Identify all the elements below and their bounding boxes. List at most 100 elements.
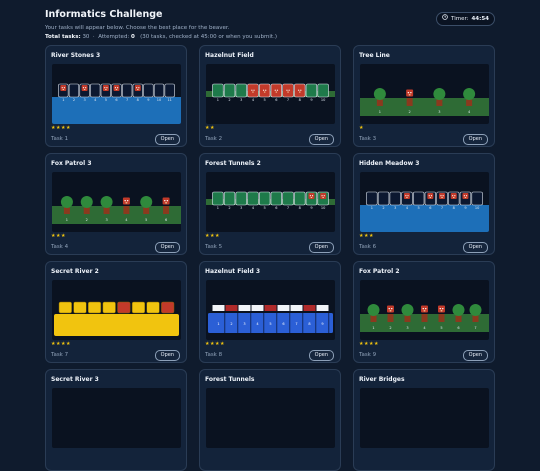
tree-icon[interactable]: [452, 304, 465, 322]
tree-icon[interactable]: [463, 88, 476, 106]
grid-cell[interactable]: [153, 83, 165, 98]
task-scene: 1 2 3 4 5 6 7 8 9: [208, 305, 333, 333]
tree-icon[interactable]: [123, 206, 130, 214]
grid-cell[interactable]: [366, 191, 378, 206]
grid-cell[interactable]: [282, 191, 294, 206]
task-thumbnail[interactable]: 1 2 3 4 5 6 7 8 9 10: [206, 64, 335, 124]
grid-cell[interactable]: [412, 191, 425, 206]
beaver-icon: [387, 305, 394, 313]
tree-icon[interactable]: [438, 314, 445, 322]
open-button[interactable]: Open: [462, 134, 488, 145]
tree-icon[interactable]: [373, 88, 386, 106]
task-thumbnail[interactable]: [360, 388, 489, 448]
piano-key[interactable]: [212, 305, 225, 311]
tree-icon[interactable]: [401, 304, 414, 322]
grid-cell[interactable]: [305, 83, 318, 98]
task-card[interactable]: Tree Line 1 2 3 4 ★ Task 3 Open: [353, 45, 495, 147]
tree-icon[interactable]: [433, 88, 446, 106]
grid-cell[interactable]: [389, 191, 401, 206]
open-button[interactable]: Open: [154, 134, 180, 145]
piano-key[interactable]: [303, 305, 316, 311]
grid-cell[interactable]: [212, 83, 224, 98]
task-number: Task 1: [51, 136, 69, 142]
task-card[interactable]: Forest Tunnels 2 1 2 3 4 5 6 7 8 9 10 ★★★ Task 5 Open: [199, 153, 341, 255]
grid-cell[interactable]: [122, 83, 133, 98]
tree-icon[interactable]: [60, 196, 73, 214]
grid-cell[interactable]: [131, 301, 145, 314]
cell-number: 2: [86, 218, 88, 222]
piano-key[interactable]: [251, 305, 264, 311]
task-card[interactable]: Hazelnut Field 1 2 3 4 5 6 7 8 9 10 ★★ Task 2 Open: [199, 45, 341, 147]
task-thumbnail[interactable]: [52, 388, 181, 448]
open-button[interactable]: Open: [154, 350, 180, 361]
grid-cell[interactable]: [143, 83, 154, 98]
task-thumbnail[interactable]: 1 2 3 4 5 6 7 8 9: [206, 280, 335, 340]
open-button[interactable]: Open: [154, 242, 180, 253]
grid-cell[interactable]: [117, 301, 131, 314]
open-button[interactable]: Open: [308, 350, 334, 361]
open-button[interactable]: Open: [462, 242, 488, 253]
task-thumbnail[interactable]: 1 2 3 4 5 6 7 8 9 10 11: [52, 64, 181, 124]
task-card[interactable]: Fox Patrol 2 1 2 3 4 5 6 7 ★★★★ Task 9 Open: [353, 261, 495, 363]
task-card[interactable]: Forest Tunnels: [199, 369, 341, 471]
grid-cell[interactable]: [102, 301, 116, 314]
grid-cell[interactable]: [294, 191, 306, 206]
grid-cell[interactable]: [58, 301, 72, 314]
task-card[interactable]: Hazelnut Field 3 1 2 3 4 5 6 7 8 9 ★★★★ Task 8 Open: [199, 261, 341, 363]
grid-cell[interactable]: [212, 191, 224, 206]
task-thumbnail[interactable]: [52, 280, 181, 340]
task-thumbnail[interactable]: 1 2 3 4 5 6 7 8 9 10: [360, 172, 489, 232]
task-thumbnail[interactable]: [206, 388, 335, 448]
grid-cell[interactable]: [164, 83, 175, 98]
tree-icon[interactable]: [421, 314, 428, 322]
task-thumbnail[interactable]: 1 2 3 4 5 6 7: [360, 280, 489, 340]
grid-cell[interactable]: [146, 301, 160, 314]
tree-icon[interactable]: [387, 314, 394, 322]
task-card[interactable]: Hidden Meadow 3 1 2 3 4 5 6 7 8 9 10 ★★★ Task 6 Open: [353, 153, 495, 255]
task-thumbnail[interactable]: 1 2 3 4 5 6 7 8 9 10: [206, 172, 335, 232]
timer-badge: Timer: 44:54: [436, 12, 495, 26]
open-button[interactable]: Open: [308, 134, 334, 145]
tree-icon[interactable]: [140, 196, 153, 214]
task-card[interactable]: Fox Patrol 3 1 2 3 4 5 6 ★★★ Task 4 Open: [45, 153, 187, 255]
grid-cell[interactable]: [90, 83, 101, 98]
grid-cell[interactable]: [235, 191, 247, 206]
tree-icon[interactable]: [80, 196, 93, 214]
grid-cell[interactable]: [223, 83, 236, 98]
grid-cell[interactable]: [317, 83, 329, 98]
tree-icon[interactable]: [367, 304, 380, 322]
task-scene: 1 2 3 4 5 6 7: [360, 304, 489, 332]
task-thumbnail[interactable]: 1 2 3 4: [360, 64, 489, 124]
grid-cell[interactable]: [223, 191, 236, 206]
task-card[interactable]: River Stones 3 1 2 3 4 5 6 7 8 9 10 11 ★★★★ Task 1 Ope…: [45, 45, 187, 147]
open-button[interactable]: Open: [462, 350, 488, 361]
key-divider: [289, 313, 291, 333]
grid-cell[interactable]: [235, 83, 247, 98]
open-button[interactable]: Open: [308, 242, 334, 253]
grid-cell[interactable]: [73, 301, 87, 314]
grid-cell[interactable]: [161, 301, 175, 314]
task-card[interactable]: Secret River 2 ★★★★ Task 7 Open: [45, 261, 187, 363]
key-divider: [263, 313, 265, 333]
grid-cell[interactable]: [471, 191, 483, 206]
piano-key[interactable]: [277, 305, 290, 311]
piano-key[interactable]: [225, 305, 238, 311]
grid-cell[interactable]: [258, 191, 271, 206]
task-scene: 1 2 3 4 5 6 7 8 9 10: [206, 191, 335, 210]
tree-icon[interactable]: [469, 304, 482, 322]
piano-key[interactable]: [290, 305, 303, 311]
piano-key[interactable]: [238, 305, 251, 311]
grid-cell[interactable]: [68, 83, 80, 98]
grid-cell[interactable]: [377, 191, 390, 206]
piano-key[interactable]: [264, 305, 277, 311]
grid-cell[interactable]: [270, 191, 282, 206]
tree-icon[interactable]: [406, 98, 413, 106]
task-card[interactable]: River Bridges: [353, 369, 495, 471]
piano-key[interactable]: [316, 305, 329, 311]
grid-cell[interactable]: [247, 191, 259, 206]
tree-icon[interactable]: [163, 206, 170, 214]
tree-icon[interactable]: [100, 196, 113, 214]
task-thumbnail[interactable]: 1 2 3 4 5 6: [52, 172, 181, 232]
task-card[interactable]: Secret River 3: [45, 369, 187, 471]
grid-cell[interactable]: [88, 301, 102, 314]
